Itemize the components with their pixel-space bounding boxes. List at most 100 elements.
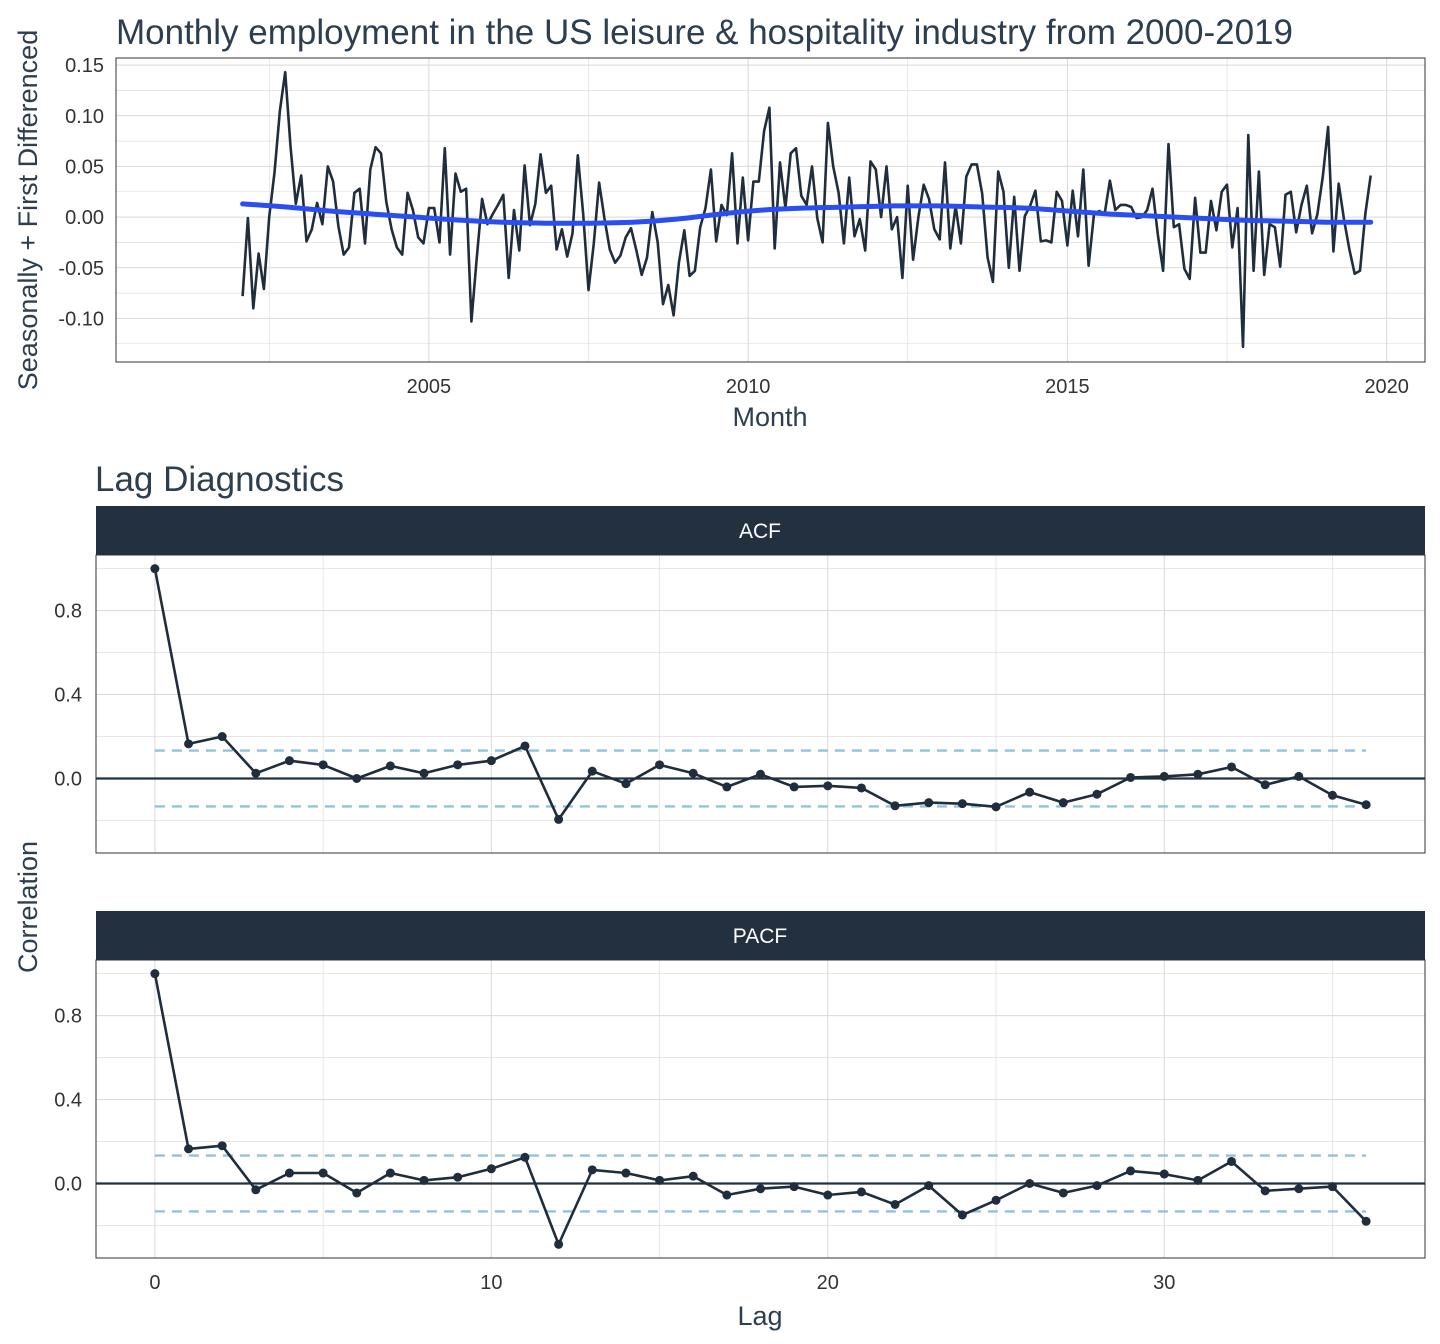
pacf-point	[1092, 1181, 1102, 1191]
acf-point	[217, 732, 227, 742]
pacf-point	[419, 1175, 429, 1185]
lag-x-tick-label: 20	[817, 1272, 839, 1294]
acf-point	[251, 768, 261, 778]
acf-gridlines	[96, 555, 1425, 853]
acf-point	[453, 760, 463, 770]
acf-point	[1193, 769, 1203, 779]
acf-point	[150, 564, 160, 574]
pacf-y-tick-label: 0.8	[54, 1006, 82, 1028]
ts-panel-border	[115, 57, 1426, 363]
acf-point	[520, 741, 530, 751]
pacf-point	[251, 1185, 261, 1195]
pacf-point	[924, 1181, 934, 1191]
pacf-point	[823, 1190, 833, 1200]
acf-y-tick-label: 0.8	[54, 601, 82, 623]
acf-series	[96, 564, 1425, 824]
pacf-point	[318, 1168, 328, 1178]
lag-x-tick-label: 10	[480, 1272, 502, 1294]
ts-x-tick-label: 2015	[1045, 376, 1090, 398]
acf-point	[1361, 800, 1371, 810]
acf-point	[722, 782, 732, 792]
pacf-point	[957, 1210, 967, 1220]
pacf-point	[655, 1175, 665, 1185]
acf-y-tick-labels: 0.8 0.4 0.0	[54, 601, 82, 791]
acf-point	[385, 761, 395, 771]
acf-point	[184, 739, 194, 749]
acf-point	[587, 766, 597, 776]
pacf-point	[150, 969, 160, 979]
pacf-point	[217, 1141, 227, 1151]
pacf-point	[352, 1188, 362, 1198]
acf-point	[1327, 790, 1337, 800]
acf-point	[419, 768, 429, 778]
acf-point	[1260, 780, 1270, 790]
acf-point	[318, 760, 328, 770]
acf-point	[621, 779, 631, 789]
ts-y-tick-label: 0.05	[65, 156, 104, 178]
pacf-y-tick-label: 0.0	[54, 1174, 82, 1196]
acf-line	[153, 568, 1367, 821]
pacf-point	[1227, 1156, 1237, 1166]
pacf-point	[284, 1168, 294, 1178]
acf-point	[789, 782, 799, 792]
pacf-point	[385, 1168, 395, 1178]
acf-point	[856, 783, 866, 793]
acf-point	[554, 814, 564, 824]
ts-y-tick-labels: 0.15 0.10 0.05 0.00 -0.05 -0.10	[58, 55, 104, 330]
pacf-point	[587, 1165, 597, 1175]
pacf-point	[1361, 1216, 1371, 1226]
acf-point	[688, 768, 698, 778]
ts-y-tick-label: 0.10	[65, 106, 104, 128]
acf-point	[655, 760, 665, 770]
ts-y-axis-label: Seasonally + First Differenced	[13, 30, 43, 390]
ts-title: Monthly employment in the US leisure & h…	[116, 13, 1293, 52]
pacf-point	[1126, 1166, 1136, 1176]
pacf-point	[486, 1164, 496, 1174]
acf-panel-border	[95, 554, 1426, 854]
acf-point	[890, 801, 900, 811]
pacf-point	[890, 1199, 900, 1209]
pacf-point	[453, 1172, 463, 1182]
pacf-point	[1025, 1179, 1035, 1188]
ts-raw-line	[241, 70, 1372, 349]
acf-point	[823, 781, 833, 791]
pacf-point	[520, 1152, 530, 1162]
ts-x-tick-labels: 2005 2010 2015 2020	[407, 376, 1409, 398]
acf-point	[756, 769, 765, 779]
ts-y-tick-label: -0.05	[58, 258, 104, 280]
pacf-point	[1058, 1188, 1068, 1198]
ts-y-tick-label: -0.10	[58, 308, 104, 330]
pacf-point	[856, 1187, 866, 1197]
acf-point	[1159, 771, 1169, 781]
ts-x-tick-label: 2010	[726, 376, 771, 398]
acf-point	[991, 802, 1001, 812]
pacf-point	[1327, 1182, 1337, 1192]
acf-point	[1058, 798, 1068, 808]
lag-x-axis-label: Lag	[737, 1301, 782, 1331]
acf-strip-label: ACF	[739, 520, 781, 543]
acf-point	[957, 799, 967, 809]
lag-title: Lag Diagnostics	[95, 460, 344, 499]
lag-x-tick-label: 0	[149, 1272, 160, 1294]
pacf-point	[1193, 1175, 1203, 1185]
lag-y-axis-label: Correlation	[13, 841, 43, 973]
ts-y-tick-label: 0.15	[65, 55, 104, 77]
pacf-point	[756, 1184, 765, 1194]
pacf-series	[96, 969, 1425, 1249]
pacf-point	[722, 1190, 732, 1200]
pacf-panel-border	[95, 959, 1426, 1259]
pacf-point	[1159, 1169, 1169, 1179]
pacf-y-tick-label: 0.4	[54, 1090, 82, 1112]
ts-x-tick-label: 2020	[1364, 376, 1409, 398]
acf-point	[1227, 762, 1237, 772]
acf-point	[486, 756, 496, 766]
acf-point	[1126, 772, 1136, 782]
acf-strip	[96, 506, 1425, 555]
acf-point	[352, 774, 362, 783]
acf-point	[1092, 789, 1102, 799]
pacf-gridlines	[96, 960, 1425, 1258]
ts-x-tick-label: 2005	[407, 376, 452, 398]
pacf-strip	[96, 911, 1425, 960]
pacf-strip-label: PACF	[733, 925, 787, 948]
